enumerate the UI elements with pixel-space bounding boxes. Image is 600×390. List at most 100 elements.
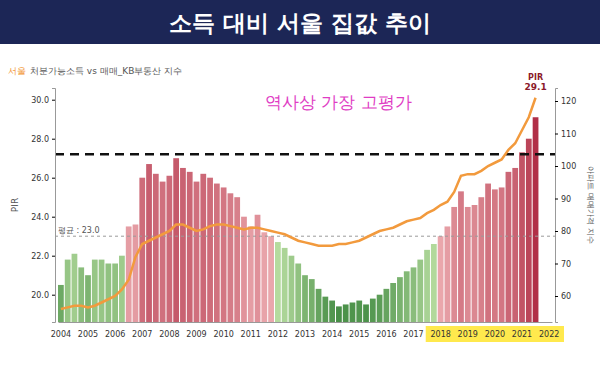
bar	[343, 304, 349, 322]
bar	[153, 174, 159, 322]
y-tick-label: 20.0	[31, 291, 49, 300]
end-label-value: 29.1	[524, 82, 546, 92]
y2-tick-label: 60	[561, 292, 571, 301]
subtitle: 서울처분가능소득 vs 매매_KB부동산 지수	[8, 66, 182, 76]
y2-tick-mark	[555, 199, 558, 200]
x-tick: 2019	[458, 322, 478, 339]
y2-tick-label: 110	[561, 130, 576, 139]
bar	[268, 236, 274, 322]
bar	[85, 275, 91, 322]
bar	[533, 117, 539, 322]
x-tick-label: 2019	[458, 330, 478, 339]
x-tick: 2018	[430, 322, 450, 339]
y-tick-label: 28.0	[31, 135, 49, 144]
bar	[404, 271, 410, 322]
bar	[289, 256, 295, 322]
x-tick-label: 2021	[512, 330, 532, 339]
bar	[234, 197, 240, 322]
y2-tick: 100	[555, 162, 576, 171]
x-tick-label: 2022	[539, 330, 559, 339]
x-tick-label: 2012	[268, 330, 288, 339]
bar	[160, 182, 166, 322]
title: 소득 대비 서울 집값 추이	[169, 10, 431, 36]
bar	[499, 187, 505, 322]
bar	[92, 260, 98, 322]
bar	[390, 283, 396, 322]
bar	[105, 264, 111, 323]
x-tick: 2009	[186, 322, 206, 339]
line	[61, 98, 536, 309]
y2-tick-label: 70	[561, 260, 571, 269]
y2-tick-mark	[555, 134, 558, 135]
bar	[417, 260, 423, 322]
bar	[451, 207, 457, 322]
bar	[526, 139, 532, 322]
bar	[58, 285, 64, 322]
bar	[445, 226, 451, 322]
plot-area	[55, 98, 555, 322]
bar	[187, 172, 193, 322]
bar	[424, 250, 430, 322]
y-tick-mark	[52, 139, 55, 140]
x-tick-label: 2007	[132, 330, 152, 339]
bar	[221, 187, 227, 322]
bar	[438, 236, 444, 322]
y2-tick-mark	[555, 264, 558, 265]
bar	[214, 184, 220, 322]
bar	[472, 205, 478, 322]
bar	[465, 207, 471, 322]
y-tick: 28.0	[31, 135, 55, 144]
y2-tick-mark	[555, 296, 558, 297]
x-tick-label: 2018	[430, 330, 450, 339]
y2-tick-label: 120	[561, 97, 576, 106]
x-tick: 2021	[512, 322, 532, 339]
bar	[350, 303, 356, 323]
bar	[133, 225, 139, 323]
bar	[255, 215, 261, 322]
bar	[72, 254, 78, 322]
bar	[302, 275, 308, 322]
annotation: 역사상 가장 고평가	[265, 92, 412, 112]
x-tick: 2020	[485, 322, 505, 339]
bar	[478, 197, 484, 322]
y2-tick: 110	[555, 130, 576, 139]
x-tick: 2014	[322, 322, 342, 339]
bar	[309, 279, 315, 322]
x-tick: 2015	[349, 322, 369, 339]
bar	[485, 184, 491, 322]
bar	[411, 267, 417, 322]
bar	[356, 301, 362, 322]
reference-line	[55, 236, 555, 237]
subtitle-part: 처분가능소득 vs 매매_KB부동산 지수	[30, 66, 182, 76]
x-tick: 2005	[78, 322, 98, 339]
x-tick: 2008	[159, 322, 179, 339]
y-tick-label: 24.0	[31, 213, 49, 222]
bar	[431, 244, 437, 322]
bar	[194, 182, 200, 322]
y2-tick-mark	[555, 166, 558, 167]
bar	[512, 168, 518, 322]
bar	[282, 248, 288, 322]
y-tick-mark	[52, 217, 55, 218]
bar	[241, 217, 247, 322]
y-tick: 26.0	[31, 174, 55, 183]
x-tick: 2006	[105, 322, 125, 339]
x-tick-label: 2011	[241, 330, 261, 339]
bar	[322, 297, 328, 322]
axis-line	[52, 89, 56, 323]
y2-tick: 70	[555, 260, 571, 269]
chart-root: 소득 대비 서울 집값 추이서울처분가능소득 vs 매매_KB부동산 지수 20.…	[0, 0, 600, 390]
bar	[200, 174, 206, 322]
x-tick: 2022	[539, 322, 559, 339]
y-tick-mark	[52, 295, 55, 296]
bar	[492, 189, 498, 322]
bar	[99, 260, 105, 322]
x-tick-label: 2006	[105, 330, 125, 339]
y2-tick-label: 90	[561, 195, 571, 204]
bar	[458, 191, 464, 322]
x-tick-label: 2015	[349, 330, 369, 339]
x-tick: 2004	[51, 322, 71, 339]
x-tick-label: 2013	[295, 330, 315, 339]
x-tick-label: 2017	[403, 330, 423, 339]
chart-svg: 소득 대비 서울 집값 추이서울처분가능소득 vs 매매_KB부동산 지수 20.…	[0, 0, 600, 390]
